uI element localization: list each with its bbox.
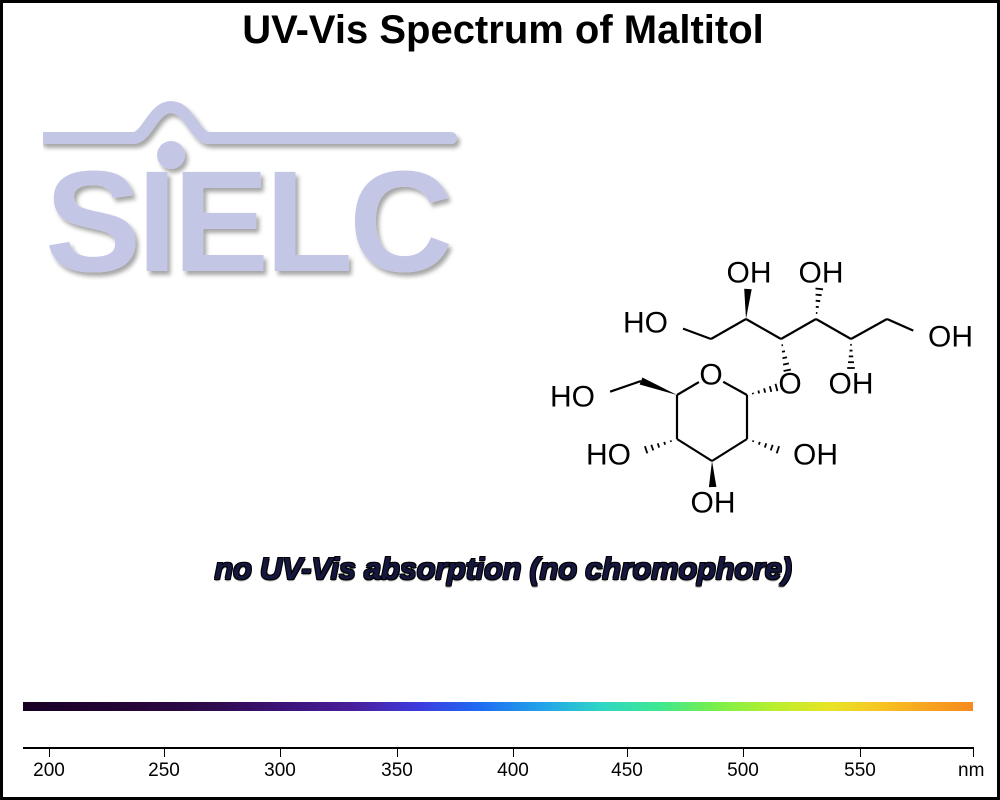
svg-text:O: O	[778, 368, 801, 401]
svg-text:O: O	[699, 359, 722, 392]
svg-text:OH: OH	[793, 439, 838, 472]
svg-text:OH: OH	[727, 257, 772, 290]
svg-text:HO: HO	[550, 381, 595, 414]
svg-text:OH: OH	[799, 257, 844, 290]
svg-text:HO: HO	[623, 307, 668, 340]
svg-text:HO: HO	[586, 439, 631, 472]
svg-text:OH: OH	[928, 321, 973, 354]
svg-text:OH: OH	[691, 487, 736, 520]
svg-text:OH: OH	[829, 368, 874, 401]
